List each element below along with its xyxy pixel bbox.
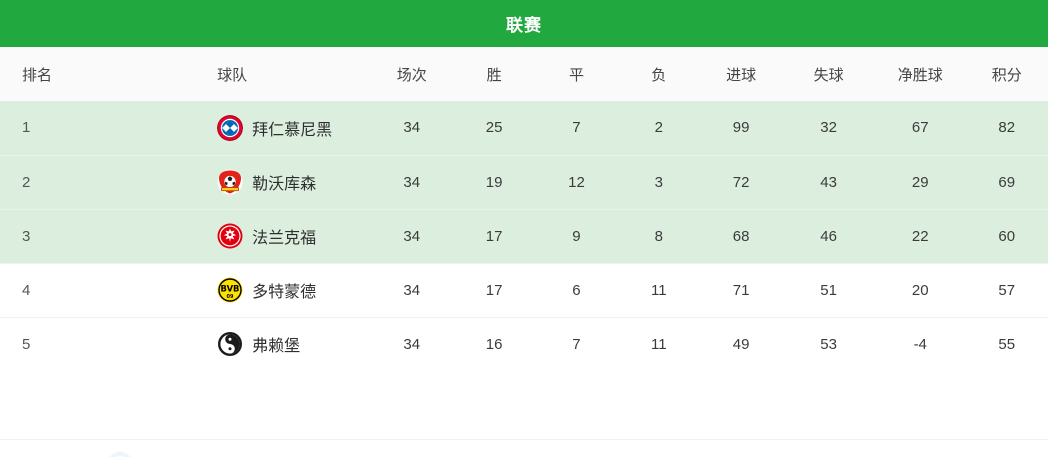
table-row[interactable]: 4 BVB 09 多特蒙德 34 bbox=[0, 262, 1048, 317]
cell-played: 34 bbox=[370, 208, 453, 263]
table-row[interactable]: 5 弗赖堡 bbox=[0, 316, 1048, 371]
cell-points: 60 bbox=[965, 208, 1048, 263]
eintracht-frankfurt-crest bbox=[217, 223, 243, 249]
cell-goals-for: 71 bbox=[699, 262, 783, 317]
cell-played: 34 bbox=[370, 316, 453, 371]
column-header-won[interactable]: 胜 bbox=[486, 66, 502, 84]
cell-drawn: 7 bbox=[572, 119, 581, 137]
cell-goal-diff: 67 bbox=[911, 119, 929, 137]
cell-won: 17 bbox=[452, 262, 536, 317]
cell-drawn: 6 bbox=[535, 262, 618, 317]
cell-rank: 1 bbox=[22, 119, 31, 137]
cell-points: 69 bbox=[965, 154, 1048, 209]
team-name: 多特蒙德 bbox=[252, 284, 317, 301]
cell-goal-diff: 20 bbox=[874, 262, 966, 317]
cell-goals-for: 72 bbox=[699, 154, 783, 209]
cell-played: 34 bbox=[370, 262, 453, 317]
team-name: 拜仁慕尼黑 bbox=[252, 121, 333, 139]
bayern-munich-crest bbox=[217, 114, 244, 141]
cell-team[interactable]: 拜仁慕尼黑 bbox=[110, 101, 370, 155]
table-row[interactable]: 2 bbox=[0, 154, 1048, 209]
cell-team[interactable]: 弗赖堡 bbox=[110, 316, 371, 371]
column-header-goals-for[interactable]: 进球 bbox=[726, 66, 757, 84]
bayer-leverkusen-crest bbox=[217, 169, 243, 195]
cell-team[interactable]: 勒沃库森 bbox=[110, 154, 371, 209]
page-title: 联赛 bbox=[506, 16, 542, 35]
next-team-crest bbox=[107, 451, 133, 457]
cell-drawn: 9 bbox=[535, 208, 618, 263]
cell-goals-for: 68 bbox=[699, 208, 783, 263]
table-row[interactable]: 3 法兰克福 bbox=[0, 208, 1048, 263]
cell-goal-diff: -4 bbox=[874, 316, 966, 371]
cell-played: 34 bbox=[370, 154, 453, 209]
cell-goals-against: 32 bbox=[820, 119, 837, 137]
cell-drawn: 7 bbox=[535, 316, 618, 371]
borussia-dortmund-crest: BVB 09 bbox=[217, 277, 243, 303]
standings-table: 排名 球队 场次 胜 平 负 进球 失球 净胜球 积分 1 bbox=[0, 47, 1048, 371]
column-header-rank[interactable]: 排名 bbox=[22, 66, 53, 84]
cell-won: 17 bbox=[452, 208, 536, 263]
cell-goal-diff: 29 bbox=[874, 154, 966, 209]
column-header-goals-against[interactable]: 失球 bbox=[813, 66, 844, 84]
table-row-partial[interactable] bbox=[0, 439, 1048, 457]
cell-lost: 11 bbox=[617, 262, 700, 317]
cell-won: 19 bbox=[452, 154, 536, 209]
column-header-points[interactable]: 积分 bbox=[991, 66, 1022, 84]
cell-goals-against: 43 bbox=[782, 154, 875, 209]
widget-title-bar: 联赛 bbox=[0, 0, 1048, 47]
cell-points: 57 bbox=[965, 262, 1048, 317]
cell-played: 34 bbox=[403, 119, 421, 137]
cell-team[interactable]: BVB 09 多特蒙德 bbox=[110, 262, 371, 317]
column-header-played[interactable]: 场次 bbox=[396, 66, 427, 84]
cell-rank: 5 bbox=[0, 316, 111, 371]
standings-table-body: 1 bbox=[0, 101, 1048, 371]
cell-won: 25 bbox=[485, 119, 503, 137]
cell-points: 55 bbox=[965, 316, 1048, 371]
team-name: 勒沃库森 bbox=[252, 176, 317, 193]
cell-rank: 3 bbox=[0, 208, 111, 263]
cell-goals-against: 51 bbox=[782, 262, 875, 317]
cell-goals-for: 49 bbox=[699, 316, 783, 371]
cell-goal-diff: 22 bbox=[874, 208, 966, 263]
table-row[interactable]: 1 bbox=[0, 101, 1048, 155]
cell-rank: 2 bbox=[0, 154, 111, 209]
cell-lost: 2 bbox=[654, 119, 663, 137]
cell-team[interactable]: 法兰克福 bbox=[110, 208, 371, 263]
cell-rank: 4 bbox=[0, 262, 111, 317]
team-name: 法兰克福 bbox=[252, 230, 317, 247]
team-name: 弗赖堡 bbox=[252, 338, 301, 356]
cell-goals-for: 99 bbox=[732, 119, 750, 137]
column-header-lost[interactable]: 负 bbox=[651, 66, 667, 84]
cell-lost: 3 bbox=[617, 154, 700, 209]
column-header-drawn[interactable]: 平 bbox=[568, 66, 584, 84]
svg-text:09: 09 bbox=[227, 294, 234, 300]
cell-goals-against: 46 bbox=[782, 208, 875, 263]
cell-points: 82 bbox=[998, 119, 1016, 137]
svg-text:BVB: BVB bbox=[221, 283, 240, 293]
cell-lost: 11 bbox=[617, 316, 700, 371]
column-header-team[interactable]: 球队 bbox=[217, 66, 248, 84]
cell-won: 16 bbox=[452, 316, 536, 371]
cell-drawn: 12 bbox=[535, 154, 618, 209]
sc-freiburg-crest bbox=[217, 331, 243, 357]
table-header-row: 排名 球队 场次 胜 平 负 进球 失球 净胜球 积分 bbox=[0, 47, 1048, 101]
cell-lost: 8 bbox=[617, 208, 700, 263]
cell-goals-against: 53 bbox=[782, 316, 875, 371]
column-header-goal-diff[interactable]: 净胜球 bbox=[897, 66, 943, 84]
